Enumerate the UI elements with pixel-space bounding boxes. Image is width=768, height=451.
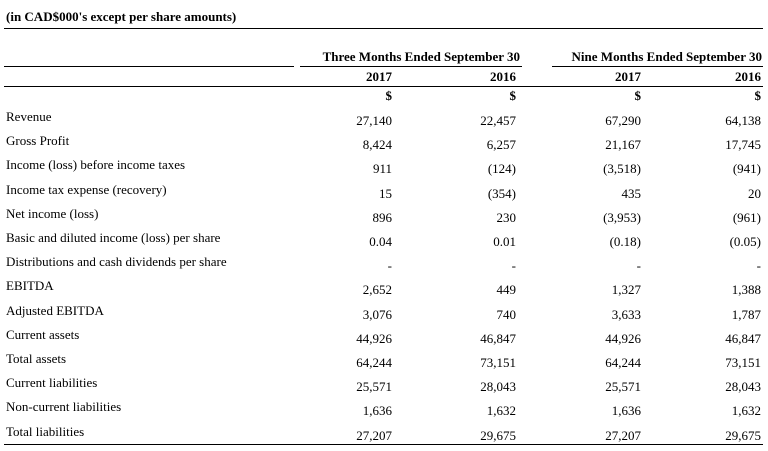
table-cell: (941)	[732, 161, 761, 176]
table-cell: 1,632	[486, 403, 516, 418]
table-cell: -	[636, 258, 641, 273]
row-label: Net income (loss)	[6, 206, 99, 221]
table-cell: 67,290	[605, 113, 641, 128]
row-label: Non-current liabilities	[6, 399, 122, 414]
table-cell: 29,675	[480, 428, 516, 443]
row-label: Gross Profit	[6, 133, 70, 148]
table-cell: 911	[372, 161, 392, 176]
table-cell: 0.01	[493, 234, 516, 249]
table-cell: (354)	[487, 186, 516, 201]
table-cell: 1,388	[731, 282, 761, 297]
table-cell: 64,244	[356, 355, 392, 370]
table-cell: 27,207	[605, 428, 641, 443]
row-label: Total assets	[6, 351, 67, 366]
group-rule-nine-months	[552, 66, 763, 67]
table-cell: (0.18)	[609, 234, 641, 249]
year-header: 2016	[490, 69, 516, 84]
year-header: 2017	[366, 69, 392, 84]
group-header-nine-months: Nine Months Ended September 30	[571, 49, 762, 64]
currency-header: $	[634, 88, 642, 103]
table-cell: 1,636	[611, 403, 641, 418]
table-cell: 8,424	[362, 137, 392, 152]
currency-header: $	[385, 88, 393, 103]
row-label: Distributions and cash dividends per sha…	[6, 254, 227, 269]
table-cell: 44,926	[605, 331, 641, 346]
row-label: Current liabilities	[6, 375, 98, 390]
row-label: Income tax expense (recovery)	[6, 182, 167, 197]
table-caption: (in CAD$000's except per share amounts)	[6, 9, 237, 24]
table-cell: 230	[496, 210, 517, 225]
table-cell: (3,518)	[603, 161, 641, 176]
table-cell: (124)	[487, 161, 516, 176]
header-separator-rule	[4, 66, 294, 67]
table-cell: 27,207	[356, 428, 392, 443]
table-cell: 27,140	[356, 113, 392, 128]
table-cell: 15	[379, 186, 392, 201]
table-bottom-rule	[4, 444, 763, 445]
table-cell: 17,745	[725, 137, 761, 152]
table-cell: 6,257	[486, 137, 516, 152]
group-header-three-months: Three Months Ended September 30	[322, 49, 520, 64]
table-cell: 25,571	[605, 379, 641, 394]
year-rule	[4, 86, 763, 87]
caption-rule	[4, 28, 763, 29]
table-cell: 2,652	[362, 282, 392, 297]
table-cell: 435	[621, 186, 642, 201]
table-cell: 3,076	[362, 307, 392, 322]
table-cell: 46,847	[480, 331, 516, 346]
table-cell: 44,926	[356, 331, 392, 346]
table-cell: 1,632	[731, 403, 761, 418]
table-cell: 1,787	[731, 307, 761, 322]
currency-header: $	[754, 88, 762, 103]
year-header: 2016	[735, 69, 761, 84]
row-label: Basic and diluted income (loss) per shar…	[6, 230, 221, 245]
table-cell: 28,043	[725, 379, 761, 394]
table-cell: 22,457	[480, 113, 516, 128]
table-cell: -	[511, 258, 516, 273]
table-cell: 46,847	[725, 331, 761, 346]
table-cell: 1,636	[362, 403, 392, 418]
table-cell: 25,571	[356, 379, 392, 394]
table-cell: 64,244	[605, 355, 641, 370]
table-cell: 73,151	[480, 355, 516, 370]
row-label: Income (loss) before income taxes	[6, 157, 186, 172]
table-cell: -	[756, 258, 761, 273]
table-cell: -	[387, 258, 392, 273]
table-cell: 21,167	[605, 137, 641, 152]
row-label: Revenue	[6, 109, 52, 124]
table-cell: 3,633	[611, 307, 641, 322]
currency-header: $	[509, 88, 517, 103]
table-cell: 740	[496, 307, 517, 322]
table-cell: 64,138	[725, 113, 761, 128]
table-cell: 449	[496, 282, 517, 297]
table-cell: 896	[372, 210, 393, 225]
row-label: EBITDA	[6, 278, 54, 293]
table-cell: (961)	[732, 210, 761, 225]
table-cell: 20	[748, 186, 761, 201]
year-header: 2017	[615, 69, 641, 84]
group-rule-three-months	[300, 66, 522, 67]
table-cell: 73,151	[725, 355, 761, 370]
row-label: Current assets	[6, 327, 80, 342]
table-cell: (0.05)	[729, 234, 761, 249]
row-label: Total liabilities	[6, 424, 85, 439]
table-cell: 29,675	[725, 428, 761, 443]
table-cell: (3,953)	[603, 210, 641, 225]
table-cell: 28,043	[480, 379, 516, 394]
table-cell: 1,327	[611, 282, 641, 297]
table-cell: 0.04	[369, 234, 392, 249]
row-label: Adjusted EBITDA	[6, 303, 104, 318]
